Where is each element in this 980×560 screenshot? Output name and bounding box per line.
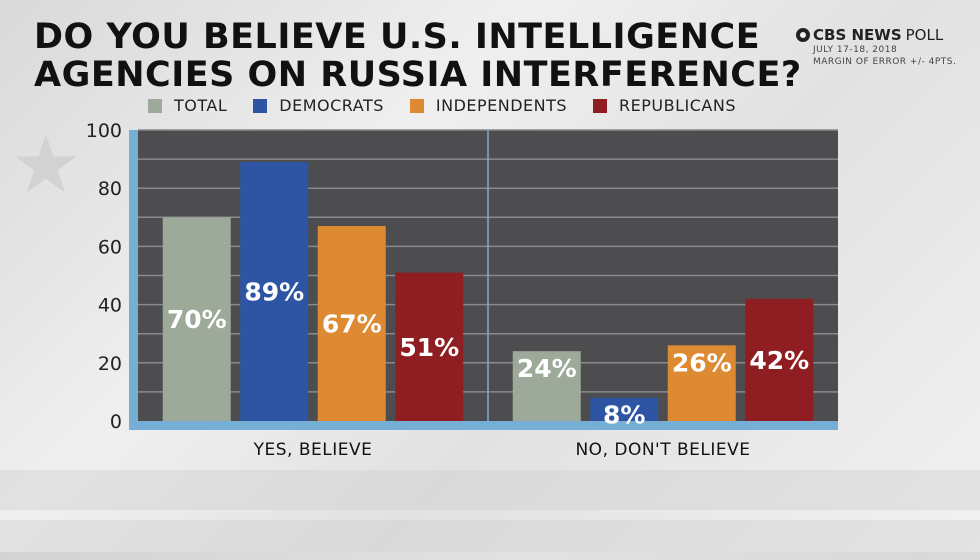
- legend-label-republicans: REPUBLICANS: [619, 96, 736, 115]
- legend-swatch-democrats: [253, 98, 268, 113]
- y-tick-label: 60: [98, 236, 122, 258]
- background-stripe: [0, 470, 980, 510]
- data-label: 89%: [244, 278, 304, 307]
- data-label: 42%: [749, 346, 809, 375]
- data-label: 51%: [399, 333, 459, 362]
- x-axis: [129, 421, 838, 430]
- brand-line: CBS NEWS POLL: [796, 26, 976, 44]
- y-tick-label: 40: [98, 295, 122, 317]
- y-axis: [129, 130, 138, 430]
- legend-label-democrats: DEMOCRATS: [279, 96, 384, 115]
- bar-total: [162, 217, 231, 421]
- y-tick-label: 80: [98, 178, 122, 200]
- data-label: 24%: [517, 354, 577, 383]
- data-label: 8%: [603, 401, 645, 430]
- legend: TOTAL DEMOCRATS INDEPENDENTS REPUBLICANS: [148, 96, 762, 115]
- legend-item-independents: INDEPENDENTS: [409, 96, 568, 115]
- legend-item-democrats: DEMOCRATS: [253, 96, 384, 115]
- data-label: 67%: [322, 310, 382, 339]
- legend-item-total: TOTAL: [148, 96, 227, 115]
- bar-democrats: [240, 162, 309, 421]
- y-tick-label: 100: [86, 120, 122, 142]
- star-icon: ★: [10, 118, 82, 211]
- brand-cbs: CBS NEWS: [813, 26, 902, 44]
- y-tick-label: 0: [110, 411, 122, 433]
- bar-republicans: [395, 272, 464, 421]
- legend-label-independents: INDEPENDENTS: [435, 96, 568, 115]
- legend-item-republicans: REPUBLICANS: [593, 96, 736, 115]
- data-label: 70%: [167, 305, 227, 334]
- cbs-eye-icon: [796, 28, 810, 42]
- legend-label-total: TOTAL: [174, 96, 228, 115]
- bar-democrats: [590, 397, 659, 421]
- title-line-2: AGENCIES ON RUSSIA INTERFERENCE?: [34, 55, 802, 95]
- data-label: 26%: [672, 348, 732, 377]
- poll-date: JULY 17-18, 2018: [813, 45, 898, 55]
- brand-block: CBS NEWS POLL JULY 17-18, 2018 MARGIN OF…: [796, 26, 976, 68]
- legend-swatch-republicans: [593, 98, 608, 113]
- bar-republicans: [745, 298, 814, 421]
- y-tick-label: 20: [98, 353, 122, 375]
- category-label: NO, DON'T BELIEVE: [575, 440, 750, 460]
- brand-poll: POLL: [905, 26, 944, 44]
- title-line-1: DO YOU BELIEVE U.S. INTELLIGENCE: [34, 17, 761, 57]
- legend-swatch-total: [148, 98, 162, 113]
- category-label: YES, BELIEVE: [253, 440, 373, 460]
- margin-of-error: MARGIN OF ERROR +/- 4PTS.: [813, 57, 957, 67]
- chart-title: DO YOU BELIEVE U.S. INTELLIGENCE AGENCIE…: [34, 17, 802, 95]
- bar-independents: [317, 226, 386, 421]
- bar-total: [512, 351, 581, 421]
- bar-independents: [667, 345, 736, 421]
- legend-swatch-independents: [409, 98, 424, 113]
